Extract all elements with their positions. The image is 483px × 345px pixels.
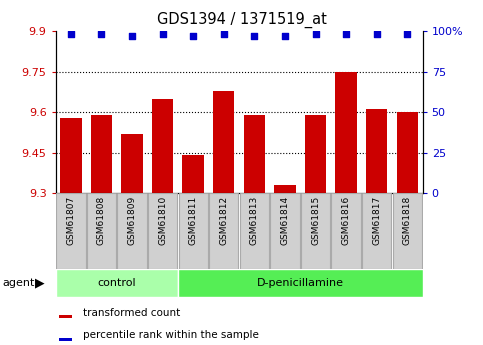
Text: GSM61810: GSM61810 [158, 196, 167, 245]
Point [128, 33, 136, 39]
Bar [91, 115, 112, 193]
Text: GSM61809: GSM61809 [128, 196, 137, 245]
FancyBboxPatch shape [393, 193, 422, 269]
FancyBboxPatch shape [270, 193, 299, 269]
Bar [56, 269, 178, 297]
Text: ▶: ▶ [35, 276, 45, 289]
Text: GSM61816: GSM61816 [341, 196, 351, 245]
Point [373, 31, 381, 37]
Bar [397, 112, 418, 193]
FancyBboxPatch shape [301, 193, 330, 269]
Bar [183, 155, 204, 193]
Point [312, 31, 319, 37]
Text: GSM61817: GSM61817 [372, 196, 381, 245]
Bar [59, 338, 72, 341]
Bar [213, 90, 235, 193]
Text: GSM61808: GSM61808 [97, 196, 106, 245]
Text: GSM61807: GSM61807 [66, 196, 75, 245]
FancyBboxPatch shape [87, 193, 116, 269]
Bar [244, 115, 265, 193]
Text: GSM61811: GSM61811 [189, 196, 198, 245]
Bar [59, 315, 72, 318]
Text: transformed count: transformed count [83, 308, 180, 318]
FancyBboxPatch shape [209, 193, 239, 269]
FancyBboxPatch shape [331, 193, 361, 269]
FancyBboxPatch shape [148, 193, 177, 269]
Point [220, 31, 227, 37]
Point [251, 33, 258, 39]
Text: D-penicillamine: D-penicillamine [257, 278, 344, 288]
Bar [305, 115, 327, 193]
Text: agent: agent [2, 278, 35, 288]
Point [159, 31, 167, 37]
FancyBboxPatch shape [362, 193, 391, 269]
Text: GSM61812: GSM61812 [219, 196, 228, 245]
FancyBboxPatch shape [179, 193, 208, 269]
FancyBboxPatch shape [240, 193, 269, 269]
Text: GSM61813: GSM61813 [250, 196, 259, 245]
Bar [152, 99, 173, 193]
Bar [121, 134, 143, 193]
Text: control: control [98, 278, 136, 288]
Point [342, 31, 350, 37]
Bar [274, 185, 296, 193]
Bar [366, 109, 387, 193]
Point [189, 33, 197, 39]
Point [403, 31, 411, 37]
Bar [60, 118, 82, 193]
Point [98, 31, 105, 37]
Text: percentile rank within the sample: percentile rank within the sample [83, 330, 259, 340]
Text: GSM61818: GSM61818 [403, 196, 412, 245]
Bar [178, 269, 423, 297]
FancyBboxPatch shape [117, 193, 147, 269]
Text: GSM61815: GSM61815 [311, 196, 320, 245]
FancyBboxPatch shape [56, 193, 85, 269]
Point [281, 33, 289, 39]
Text: GSM61814: GSM61814 [281, 196, 289, 245]
Text: GDS1394 / 1371519_at: GDS1394 / 1371519_at [156, 12, 327, 28]
Point [67, 31, 75, 37]
Bar [335, 71, 357, 193]
